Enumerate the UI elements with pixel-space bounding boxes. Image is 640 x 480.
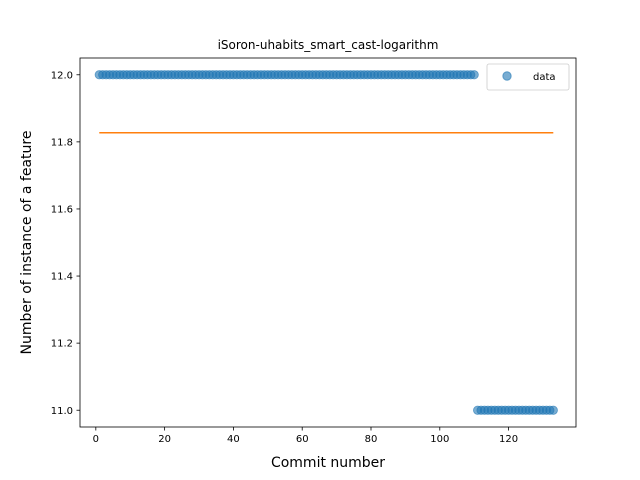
y-axis: 11.0 11.2 11.4 11.6 11.8 12.0 xyxy=(51,70,80,417)
x-tick-label: 100 xyxy=(430,434,449,445)
x-axis-label: Commit number xyxy=(271,455,385,471)
x-tick-label: 60 xyxy=(296,434,309,445)
plot-frame xyxy=(79,57,577,428)
legend-marker xyxy=(502,71,512,81)
y-tick-label: 11.2 xyxy=(51,339,73,350)
legend: data xyxy=(486,63,570,91)
y-tick-label: 12.0 xyxy=(51,70,73,81)
y-axis-label: Number of instance of a feature xyxy=(19,131,35,355)
y-tick-label: 11.4 xyxy=(51,272,73,283)
data-point xyxy=(548,405,558,415)
chart-title: iSoron-uhabits_smart_cast-logarithm xyxy=(218,38,439,52)
legend-entry-data: data xyxy=(533,72,556,83)
y-tick-label: 11.6 xyxy=(51,205,73,216)
legend-box xyxy=(486,63,570,91)
y-tick-label: 11.0 xyxy=(51,406,73,417)
x-tick-label: 80 xyxy=(365,434,378,445)
x-axis: 0 20 40 60 80 100 120 xyxy=(93,427,518,445)
data-point xyxy=(469,70,479,80)
x-tick-label: 20 xyxy=(158,434,171,445)
x-tick-label: 0 xyxy=(93,434,99,445)
x-tick-label: 40 xyxy=(227,434,240,445)
y-tick-label: 11.8 xyxy=(51,137,73,148)
x-tick-label: 120 xyxy=(499,434,518,445)
plot-layer xyxy=(94,70,558,415)
